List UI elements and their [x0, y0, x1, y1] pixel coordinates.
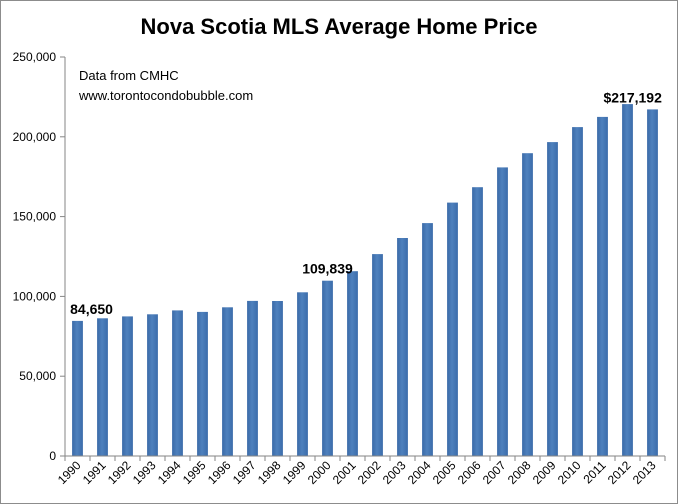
bar-2000: [322, 280, 333, 456]
x-tick-label: 1991: [80, 458, 109, 487]
x-tick-label: 2006: [455, 458, 484, 487]
bar-1999: [297, 292, 308, 456]
x-tick-label: 2007: [480, 458, 509, 487]
x-tick-label: 2005: [430, 458, 459, 487]
bar-2012: [622, 104, 633, 456]
y-tick-label: 250,000: [13, 50, 57, 64]
y-tick-label: 200,000: [13, 130, 57, 144]
bar-1990: [72, 320, 83, 456]
x-tick-label: 2010: [555, 458, 584, 487]
bar-2013: [647, 109, 658, 457]
bar-2007: [497, 167, 508, 456]
data-label-1990: 84,650: [70, 301, 113, 317]
annotation-source: Data from CMHC: [79, 68, 179, 83]
bar-2005: [447, 202, 458, 456]
x-tick-label: 2000: [305, 458, 334, 487]
bar-1998: [272, 301, 283, 456]
bar-2011: [597, 116, 608, 457]
bar-2008: [522, 153, 533, 456]
bar-2001: [347, 271, 358, 456]
data-label-2013: $217,192: [603, 89, 662, 105]
data-label-2000: 109,839: [302, 261, 353, 277]
bar-1996: [222, 307, 233, 456]
y-tick-label: 50,000: [19, 369, 56, 383]
bar-1994: [172, 310, 183, 456]
x-tick-label: 1993: [130, 458, 159, 487]
y-tick-label: 150,000: [13, 210, 57, 224]
bar-1993: [147, 314, 158, 456]
x-tick-label: 2012: [605, 458, 634, 487]
x-tick-label: 2004: [405, 458, 434, 487]
x-tick-label: 1997: [230, 458, 259, 487]
bar-2002: [372, 254, 383, 456]
x-tick-label: 1995: [180, 458, 209, 487]
x-tick-label: 2001: [330, 458, 359, 487]
x-tick-label: 2008: [505, 458, 534, 487]
x-tick-label: 1996: [205, 458, 234, 487]
y-tick-label: 0: [49, 449, 56, 463]
bar-2006: [472, 187, 483, 456]
y-tick-label: 100,000: [13, 289, 57, 303]
bar-1995: [197, 311, 208, 456]
bar-1992: [122, 316, 133, 456]
x-tick-label: 1990: [55, 458, 84, 487]
x-tick-label: 2013: [630, 458, 659, 487]
bar-2003: [397, 238, 408, 456]
x-tick-label: 1998: [255, 458, 284, 487]
bar-1997: [247, 300, 258, 456]
x-tick-label: 2011: [580, 458, 608, 486]
annotation-website: www.torontocondobubble.com: [78, 88, 253, 103]
bar-1991: [97, 318, 108, 456]
x-tick-label: 2002: [355, 458, 384, 487]
bar-2004: [422, 223, 433, 456]
chart-title: Nova Scotia MLS Average Home Price: [141, 14, 538, 39]
data-labels-layer: 84,650 109,839 $217,192: [70, 89, 662, 317]
x-tick-label: 1992: [105, 458, 134, 487]
x-tick-label: 2009: [530, 458, 559, 487]
x-tick-label: 1994: [155, 458, 184, 487]
x-tick-label: 1999: [280, 458, 309, 487]
bar-2010: [572, 127, 583, 456]
bars-layer: [72, 104, 658, 457]
bar-2009: [547, 142, 558, 456]
x-tick-label: 2003: [380, 458, 409, 487]
